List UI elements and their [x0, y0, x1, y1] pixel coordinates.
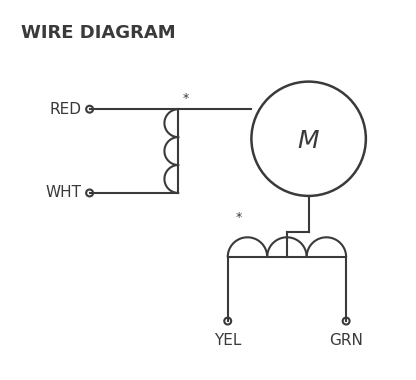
Text: WHT: WHT: [46, 185, 82, 201]
Text: WIRE DIAGRAM: WIRE DIAGRAM: [20, 24, 175, 43]
Text: *: *: [182, 92, 188, 105]
Text: *: *: [235, 211, 242, 223]
Text: RED: RED: [50, 102, 82, 117]
Text: YEL: YEL: [214, 333, 241, 348]
Text: GRN: GRN: [329, 333, 363, 348]
Text: M: M: [298, 129, 319, 153]
